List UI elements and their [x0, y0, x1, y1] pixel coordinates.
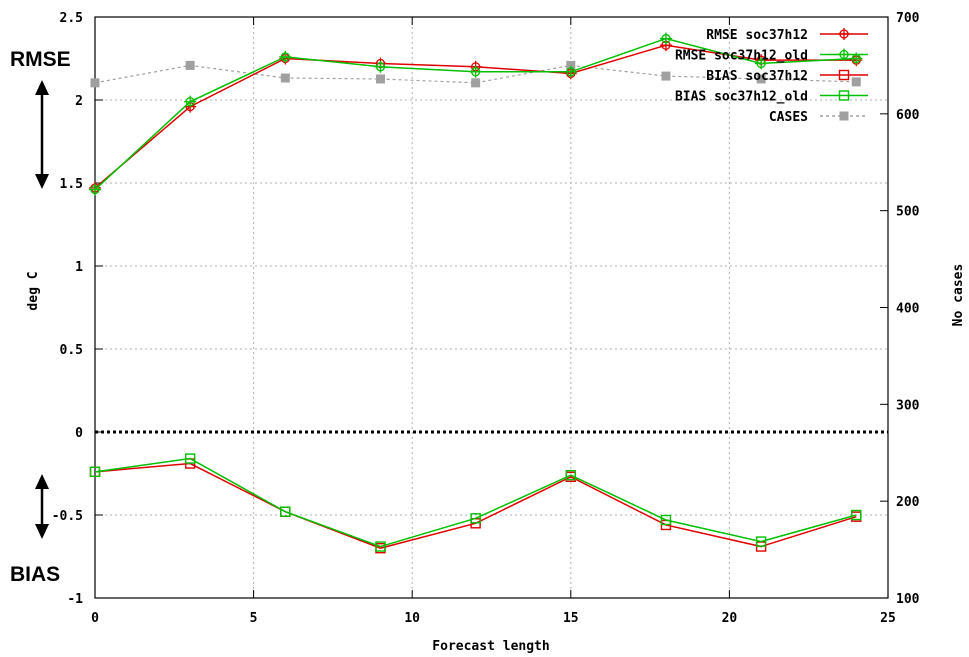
data-point [374, 60, 387, 73]
data-point [185, 60, 195, 70]
data-point [279, 50, 292, 63]
y-tick-label: 2.5 [60, 11, 83, 26]
data-point [660, 514, 672, 526]
data-point [469, 65, 482, 78]
x-axis-label: Forecast length [432, 639, 549, 654]
series-line [94, 457, 857, 548]
y2-tick-label: 200 [896, 495, 920, 510]
y2-tick-label: 400 [896, 302, 920, 317]
y2-axis-label: No cases [951, 264, 966, 327]
data-point [566, 60, 576, 70]
legend-swatch-marker [838, 28, 850, 40]
y-tick-label: 0 [75, 426, 83, 441]
x-tick-label: 20 [722, 611, 738, 626]
series-line [94, 462, 857, 549]
y-tick-label: 2 [75, 94, 83, 109]
x-tick-label: 10 [404, 611, 420, 626]
legend-label: BIAS soc37h12 [706, 69, 808, 84]
y2-tick-label: 600 [896, 108, 920, 123]
legend-label: RMSE soc37h12_old [675, 49, 808, 64]
grid [95, 17, 888, 598]
data-point [756, 74, 766, 84]
y-tick-label: 1.5 [60, 177, 83, 192]
legend-swatch-marker [838, 69, 850, 81]
y-tick-label: -1 [67, 592, 83, 607]
legend-swatch-marker [838, 48, 850, 61]
y2-tick-label: 100 [896, 592, 920, 607]
tick-labels: 0 5 10 15 20 25 -1 -0.5 0 0.5 1 1.5 2 2.5 100 200 300 400… [52, 11, 920, 626]
data-point [280, 506, 291, 517]
data-point [755, 536, 767, 547]
legend-label: RMSE soc37h12 [706, 28, 808, 43]
data-point [375, 74, 385, 84]
bias-double-arrow-icon [35, 474, 49, 539]
data-point [659, 32, 672, 45]
y-tick-label: -0.5 [52, 509, 83, 524]
data-point [564, 65, 577, 78]
data-point [471, 78, 481, 88]
y-axis-label: deg C [26, 271, 41, 310]
data-point [184, 453, 196, 464]
data-point [565, 469, 576, 481]
y2-tick-label: 700 [896, 11, 920, 26]
x-tick-label: 25 [880, 611, 896, 626]
x-tick-label: 5 [250, 611, 258, 626]
data-point [90, 78, 100, 88]
data-point [89, 466, 101, 478]
data-point [851, 509, 862, 521]
data-point [755, 57, 768, 70]
legend-label: BIAS soc37h12_old [675, 90, 808, 105]
legend-label: CASES [769, 110, 808, 125]
data-point [184, 95, 197, 108]
x-tick-label: 15 [563, 611, 579, 626]
rmse-label: RMSE [10, 48, 71, 71]
series-cases [90, 60, 861, 88]
y-tick-label: 0.5 [60, 343, 83, 358]
data-point [280, 73, 290, 83]
series-bias-soc37h12-old [89, 453, 862, 552]
legend: RMSE soc37h12 RMSE soc37h12_old BIAS soc37… [675, 28, 868, 125]
y2-tick-label: 300 [896, 398, 920, 413]
rmse-annotation: RMSE [10, 48, 71, 189]
data-point [851, 77, 861, 87]
data-point [470, 513, 481, 524]
legend-swatch-marker [838, 90, 850, 101]
data-point [375, 541, 386, 552]
data-point [661, 71, 671, 81]
series-layer [89, 32, 863, 554]
legend-swatch-marker [839, 111, 849, 121]
y-tick-label: 1 [75, 260, 83, 275]
rmse-double-arrow-icon [35, 80, 49, 189]
series-rmse-soc37h12-old [89, 32, 863, 196]
series-line [94, 64, 857, 84]
data-point [89, 183, 101, 196]
bias-label: BIAS [10, 563, 60, 586]
bias-annotation: BIAS [10, 474, 60, 586]
y2-tick-label: 500 [896, 205, 920, 220]
x-tick-label: 0 [91, 611, 99, 626]
